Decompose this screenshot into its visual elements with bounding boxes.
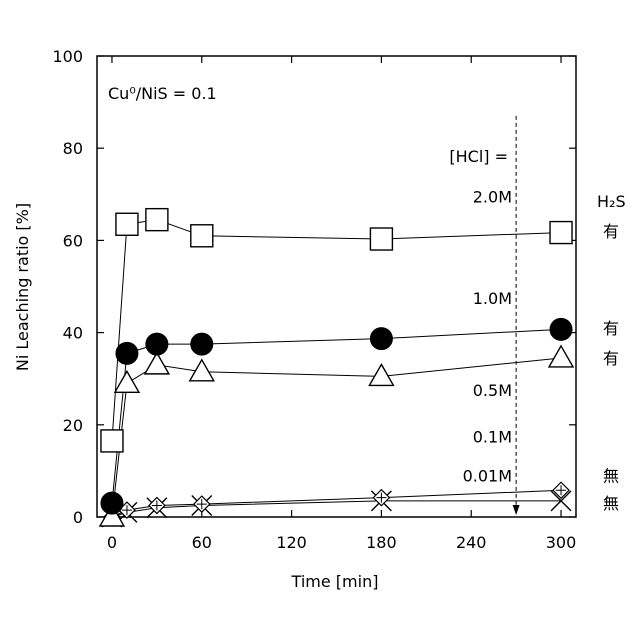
x-tick-label: 180	[366, 533, 397, 552]
x-axis-label: Time [min]	[291, 572, 379, 591]
data-point-circle	[191, 333, 213, 355]
data-point-triangle	[369, 364, 393, 385]
y-tick-label: 80	[63, 139, 83, 158]
x-tick-label: 300	[546, 533, 577, 552]
h2s-mark-label: 無	[603, 494, 619, 513]
data-point-square	[101, 430, 123, 452]
h2s-mark-label: 無	[603, 467, 619, 486]
data-point-circle	[101, 492, 123, 514]
x-tick-label: 240	[456, 533, 487, 552]
hcl-level-label: 0.1M	[473, 427, 512, 446]
data-point-square	[191, 225, 213, 247]
series-line	[112, 501, 561, 517]
data-point-square	[116, 213, 138, 235]
y-tick-label: 40	[63, 324, 83, 343]
series-line	[112, 490, 561, 517]
hcl-header: [HCl] =	[449, 147, 508, 166]
dashed-arrow-head	[513, 505, 520, 515]
plot-frame	[97, 56, 576, 517]
y-tick-label: 0	[73, 508, 83, 527]
y-tick-label: 60	[63, 231, 83, 250]
x-tick-label: 60	[192, 533, 212, 552]
hcl-level-label: 0.5M	[473, 381, 512, 400]
data-point-circle	[146, 333, 168, 355]
y-axis-label: Ni Leaching ratio [%]	[13, 203, 32, 371]
h2s-mark-label: 有	[603, 349, 619, 368]
y-tick-label: 100	[52, 47, 83, 66]
data-point-square	[370, 228, 392, 250]
data-point-circle	[116, 342, 138, 364]
data-point-circle	[550, 318, 572, 340]
hcl-level-label: 1.0M	[473, 289, 512, 308]
data-point-square	[146, 209, 168, 231]
x-tick-label: 120	[276, 533, 307, 552]
ratio-annotation: Cu⁰/NiS = 0.1	[108, 84, 217, 103]
series-line	[112, 220, 561, 441]
data-point-triangle	[115, 371, 139, 392]
x-tick-label: 0	[107, 533, 117, 552]
data-point-square	[550, 222, 572, 244]
h2s-mark-label: 有	[603, 222, 619, 241]
data-point-triangle	[145, 353, 169, 374]
h2s-mark-label: 有	[603, 319, 619, 338]
y-tick-label: 20	[63, 416, 83, 435]
hcl-level-label: 0.01M	[463, 467, 512, 486]
h2s-header: H₂S	[597, 192, 626, 211]
data-point-triangle	[549, 346, 573, 367]
hcl-level-label: 2.0M	[473, 188, 512, 207]
data-point-circle	[370, 328, 392, 350]
